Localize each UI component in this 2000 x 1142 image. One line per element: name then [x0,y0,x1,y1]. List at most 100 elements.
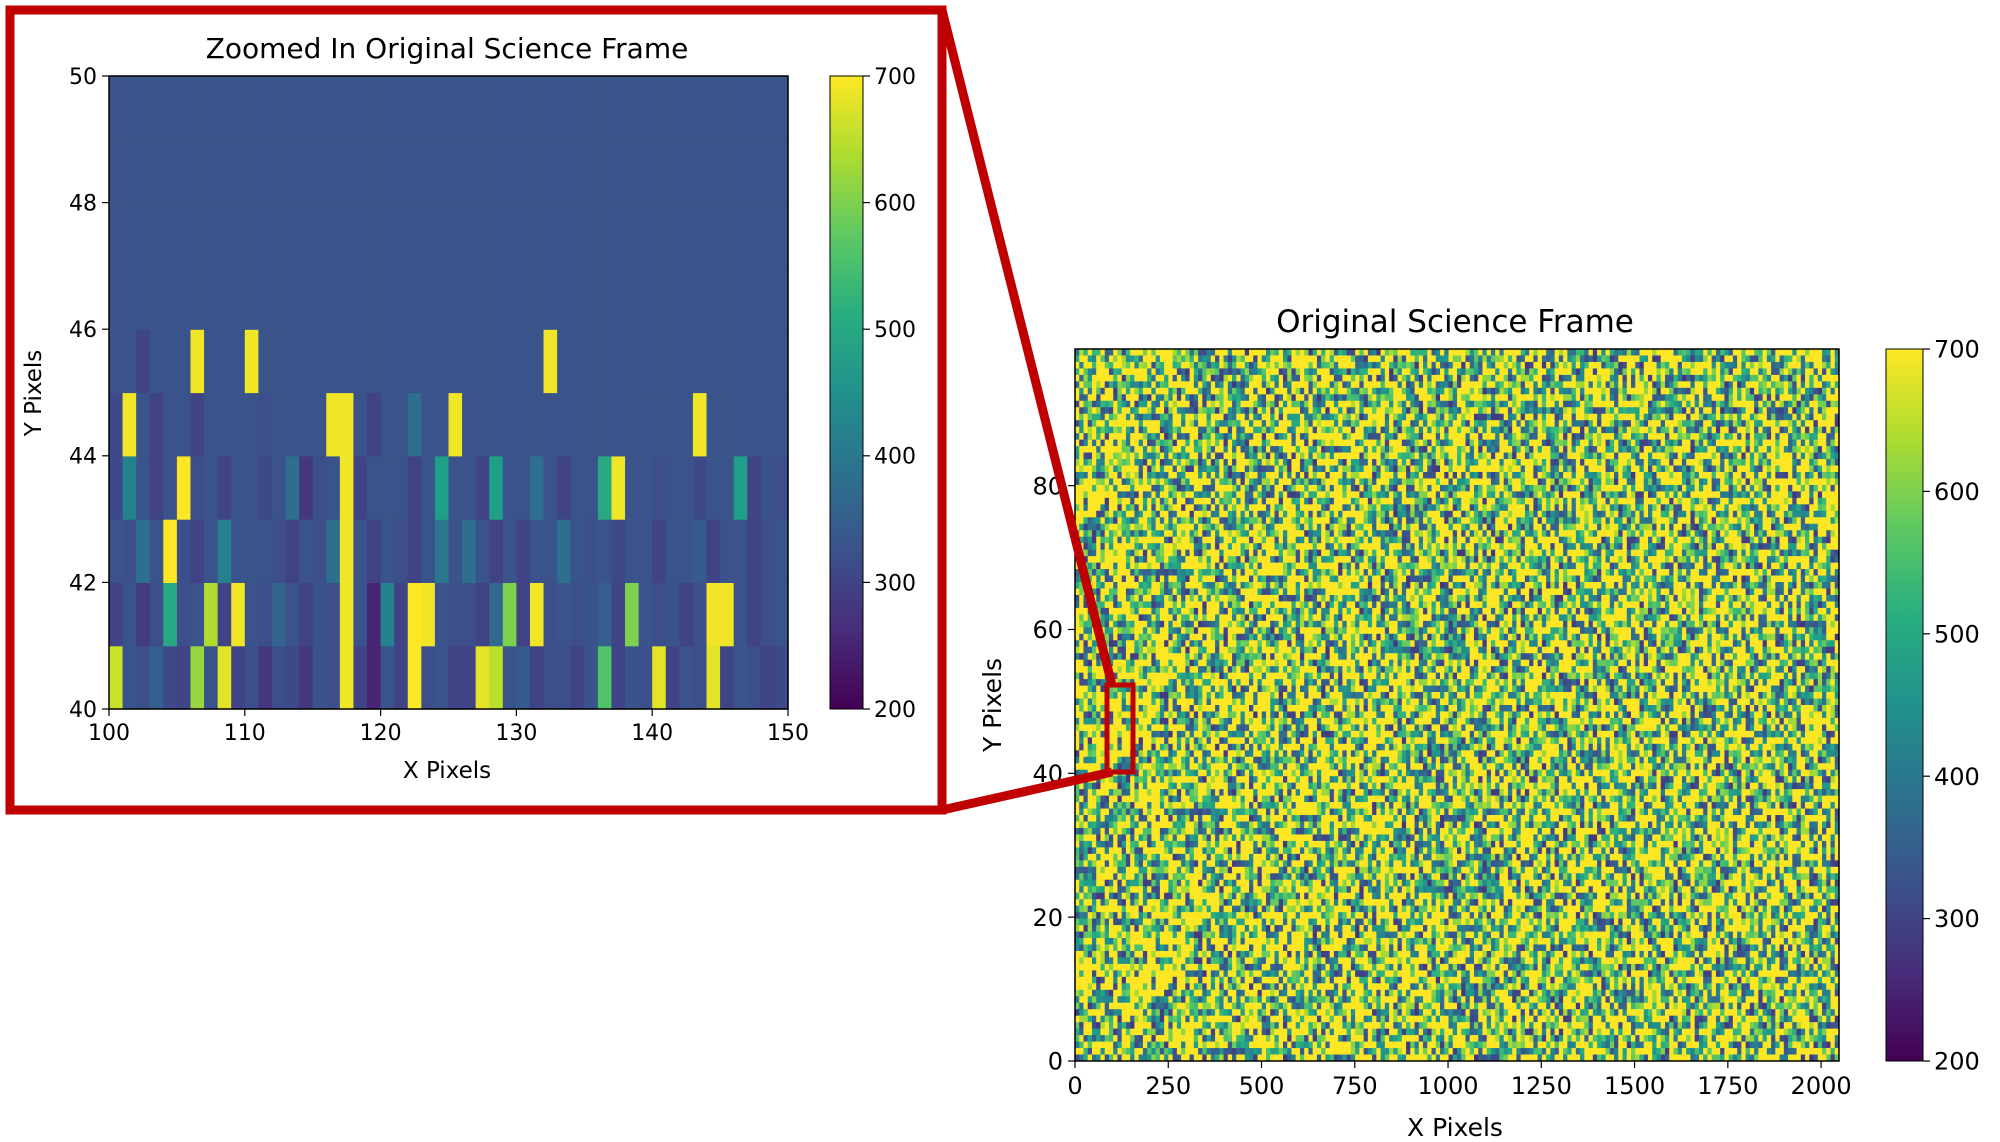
heatmap-cell [1312,491,1318,499]
heatmap-cell [1244,426,1250,434]
heatmap-cell [1172,465,1178,473]
heatmap-cell [1541,349,1547,356]
heatmap-cell [1580,484,1585,492]
heatmap-cell [584,582,599,647]
heatmap-cell [1575,387,1581,395]
heatmap-cell [1329,471,1335,479]
heatmap-cell [1104,381,1110,389]
heatmap-cell [1541,374,1547,382]
heatmap-cell [1355,413,1360,421]
heatmap-cell [516,265,531,330]
heatmap-cell [1520,400,1526,408]
heatmap-cell [1605,355,1611,363]
heatmap-cell [1597,478,1602,486]
heatmap-cell [1142,433,1148,441]
heatmap-cell [1316,400,1322,408]
heatmap-cell [1648,381,1653,389]
heatmap-cell [1257,361,1263,369]
heatmap-cell [1096,452,1101,460]
heatmap-cell [1465,413,1471,421]
heatmap-cell [1121,459,1127,467]
heatmap-cell [1244,374,1250,382]
heatmap-cell [665,519,680,583]
heatmap-cell [1295,497,1301,505]
heatmap-cell [1652,387,1657,395]
heatmap-cell [1227,349,1233,356]
heatmap-cell [1495,361,1500,369]
heatmap-cell [1261,349,1267,356]
heatmap-cell [1444,471,1450,479]
heatmap-cell [1444,459,1450,467]
heatmap-cell [1104,420,1110,428]
heatmap-cell [1792,349,1798,356]
heatmap-cell [1826,407,1832,415]
heatmap-cell [1830,413,1836,421]
heatmap-cell [1125,478,1131,486]
heatmap-cell [1406,426,1411,434]
heatmap-cell [1605,465,1611,473]
heatmap-cell [1176,413,1182,421]
heatmap-cell [1325,459,1331,467]
heatmap-cell [1087,413,1093,421]
heatmap-cell [1558,349,1564,356]
heatmap-cell [1125,484,1131,492]
heatmap-cell [1401,381,1407,389]
heatmap-cell [1626,497,1632,505]
heatmap-cell [421,392,436,457]
heatmap-cell [1605,459,1611,467]
heatmap-cell [1537,355,1543,363]
heatmap-cell [1503,400,1509,408]
heatmap-cell [1261,478,1267,486]
heatmap-cell [1270,497,1275,505]
heatmap-cell [1707,355,1713,363]
heatmap-cell [1656,368,1662,376]
heatmap-cell [1754,478,1759,486]
heatmap-cell [1686,491,1691,499]
heatmap-cell [1075,478,1080,486]
heatmap-cell [1096,387,1101,395]
heatmap-cell [1605,452,1611,460]
heatmap-cell [1452,471,1458,479]
heatmap-cell [1206,439,1212,447]
heatmap-cell [1384,465,1390,473]
heatmap-cell [1329,426,1335,434]
heatmap-cell [1423,374,1428,382]
heatmap-cell [1503,374,1509,382]
heatmap-cell [1771,374,1776,382]
heatmap-cell [1720,497,1725,505]
heatmap-cell [1507,497,1513,505]
heatmap-cell [448,329,463,394]
heatmap-cell [1597,420,1602,428]
heatmap-cell [1444,349,1450,356]
heatmap-cell [1673,355,1679,363]
heatmap-cell [1198,381,1203,389]
heatmap-cell [339,329,355,394]
heatmap-cell [1809,394,1815,402]
heatmap-cell [1155,349,1161,356]
heatmap-cell [1486,400,1492,408]
heatmap-cell [1766,478,1772,486]
heatmap-cell [1295,465,1301,473]
heatmap-cell [1694,400,1700,408]
heatmap-cell [299,76,314,140]
heatmap-cell [1215,497,1220,505]
heatmap-cell [1524,439,1530,447]
heatmap-cell [1601,368,1607,376]
heatmap-cell [1507,484,1513,492]
heatmap-cell [1660,349,1666,356]
heatmap-cell [136,202,151,267]
heatmap-cell [312,582,327,647]
heatmap-cell [1164,471,1169,479]
heatmap-cell [1698,446,1704,454]
heatmap-cell [1597,439,1602,447]
heatmap-cell [516,202,531,267]
heatmap-cell [1312,465,1318,473]
heatmap-cell [1295,407,1301,415]
heatmap-cell [1210,407,1216,415]
heatmap-cell [1656,439,1662,447]
heatmap-cell [1563,497,1568,505]
heatmap-cell [1724,349,1730,356]
heatmap-cell [1681,381,1687,389]
heatmap-cell [1113,355,1118,363]
heatmap-cell [1100,497,1106,505]
